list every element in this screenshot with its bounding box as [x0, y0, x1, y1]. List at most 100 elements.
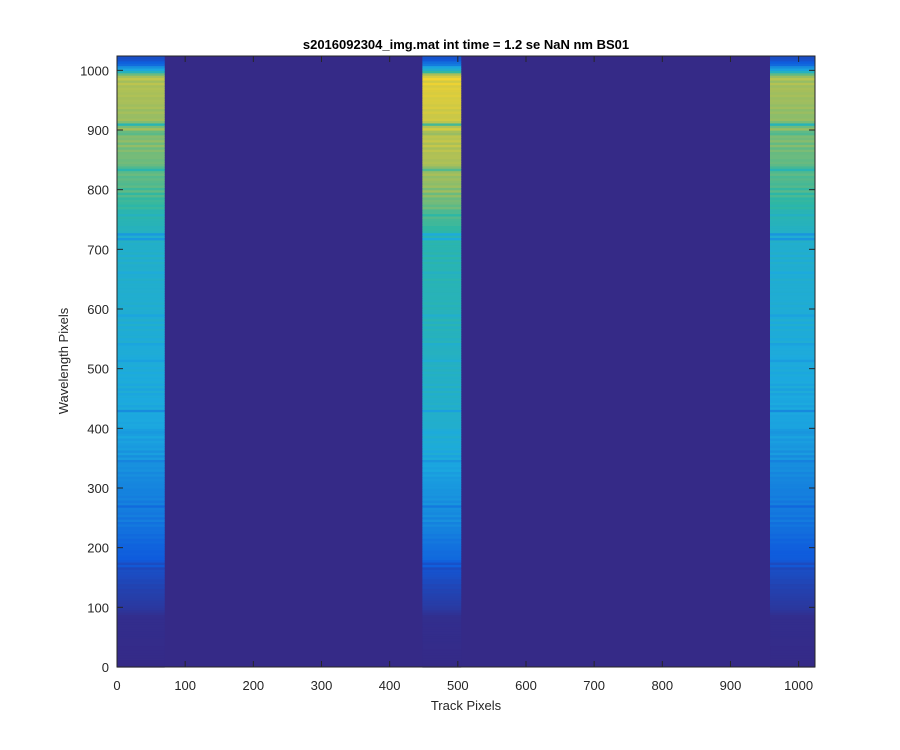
- heatmap-cell: [117, 215, 165, 219]
- heatmap-cell: [422, 153, 462, 157]
- heatmap-cell: [117, 468, 165, 472]
- heatmap-cell: [770, 94, 815, 98]
- heatmap-cell: [422, 94, 462, 98]
- y-tick-label: 800: [87, 183, 109, 198]
- heatmap-cell: [422, 180, 462, 184]
- heatmap-cell: [770, 351, 815, 355]
- heatmap-cell: [117, 110, 165, 114]
- heatmap-cell: [422, 235, 462, 238]
- heatmap-cell: [422, 440, 462, 444]
- heatmap-cell: [117, 201, 165, 205]
- heatmap-cell: [770, 258, 815, 262]
- heatmap-cell: [770, 129, 815, 133]
- heatmap-cell: [422, 511, 462, 515]
- heatmap-cell: [117, 56, 165, 59]
- heatmap-cell: [117, 452, 165, 456]
- heatmap-cell: [422, 215, 462, 219]
- heatmap-cell: [422, 347, 462, 351]
- heatmap-cell: [770, 158, 815, 162]
- heatmap-cell: [422, 220, 462, 224]
- heatmap-cell: [770, 657, 815, 661]
- heatmap-cell: [422, 461, 462, 465]
- heatmap-cell: [117, 108, 165, 112]
- heatmap-cell: [770, 593, 815, 596]
- heatmap-cell: [117, 456, 165, 460]
- heatmap-cell: [422, 285, 462, 289]
- heatmap-cell: [422, 249, 462, 253]
- heatmap-cell: [422, 75, 462, 79]
- heatmap-cell: [770, 285, 815, 289]
- heatmap-cell: [422, 502, 462, 506]
- heatmap-cell: [770, 318, 815, 322]
- heatmap-cell: [770, 175, 815, 179]
- heatmap-cell: [117, 318, 165, 322]
- heatmap-cell: [770, 115, 815, 119]
- heatmap-cell: [117, 182, 165, 186]
- heatmap-cell: [117, 275, 165, 279]
- heatmap-cell: [422, 218, 462, 222]
- heatmap-cell: [117, 246, 165, 250]
- heatmap-cell: [117, 151, 165, 155]
- x-axis: 0 100 200 300 400 500 600 700 800 900 1000: [113, 56, 813, 693]
- heatmap-cell: [422, 499, 462, 503]
- heatmap-cell: [422, 63, 462, 67]
- heatmap-cell: [770, 626, 815, 630]
- heatmap-cell: [422, 134, 462, 138]
- heatmap-cell: [422, 662, 462, 666]
- heatmap-cell: [117, 523, 165, 527]
- heatmap-cell: [770, 600, 815, 604]
- heatmap-cell: [117, 459, 165, 463]
- heatmap-cell: [117, 492, 165, 496]
- heatmap-cell: [117, 590, 165, 594]
- heatmap-cell: [117, 101, 165, 105]
- heatmap-cell: [117, 609, 165, 613]
- heatmap-cell: [422, 497, 462, 501]
- heatmap-cell: [422, 628, 462, 632]
- heatmap-cell: [422, 633, 462, 637]
- heatmap-cell: [117, 137, 165, 141]
- heatmap-cell: [770, 301, 815, 305]
- heatmap-cell: [422, 394, 462, 398]
- heatmap-cell: [422, 299, 462, 303]
- heatmap-cell: [770, 392, 815, 396]
- heatmap-cell: [770, 499, 815, 503]
- heatmap-cell: [117, 325, 165, 329]
- heatmap-cell: [770, 337, 815, 341]
- heatmap-cell: [770, 270, 815, 274]
- heatmap-cell: [117, 168, 165, 172]
- heatmap-cell: [770, 340, 815, 344]
- heatmap-cell: [117, 380, 165, 384]
- heatmap-cell: [117, 488, 165, 491]
- heatmap-cell: [770, 378, 815, 382]
- heatmap-cell: [422, 380, 462, 384]
- heatmap-cell: [422, 404, 462, 408]
- heatmap-cell: [770, 282, 815, 286]
- heatmap-cell: [770, 595, 815, 599]
- heatmap-cell: [422, 239, 462, 243]
- heatmap-cell: [770, 261, 815, 265]
- heatmap-cell: [117, 98, 165, 102]
- heatmap-cell: [770, 440, 815, 444]
- heatmap-cell: [770, 161, 815, 165]
- x-axis-label: Track Pixels: [431, 698, 502, 713]
- heatmap-cell: [422, 103, 462, 107]
- heatmap-cell: [422, 371, 462, 375]
- heatmap-cell: [422, 473, 462, 477]
- heatmap-cell: [422, 294, 462, 298]
- heatmap-cell: [770, 320, 815, 324]
- heatmap-cell: [422, 402, 462, 406]
- heatmap-cell: [770, 134, 815, 138]
- x-tick-label: 900: [720, 678, 742, 693]
- heatmap-cell: [117, 447, 165, 451]
- heatmap-cell: [770, 196, 815, 200]
- heatmap-cell: [422, 263, 462, 267]
- heatmap-cell: [770, 342, 815, 346]
- heatmap-cell: [770, 289, 815, 293]
- heatmap-cell: [117, 354, 165, 358]
- heatmap-cell: [422, 268, 462, 272]
- heatmap-cell: [422, 363, 462, 367]
- heatmap-cell: [117, 437, 165, 441]
- heatmap-cell: [422, 244, 462, 248]
- heatmap-cell: [422, 454, 462, 458]
- heatmap-cell: [770, 77, 815, 81]
